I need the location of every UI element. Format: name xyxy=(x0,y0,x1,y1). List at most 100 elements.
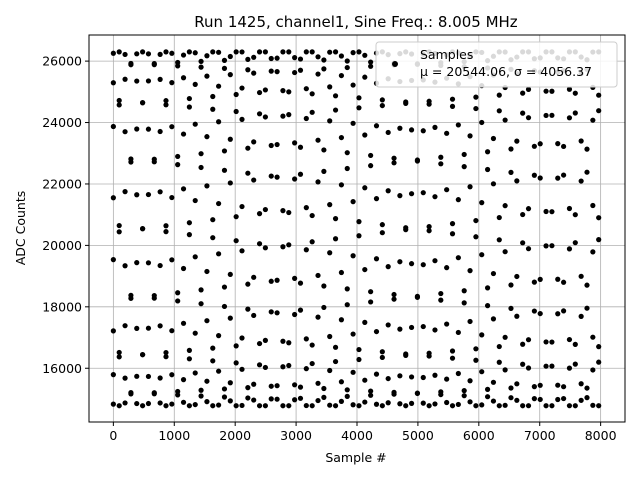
sample-point xyxy=(210,403,216,409)
sample-point xyxy=(198,58,204,64)
sample-point xyxy=(373,371,380,377)
sample-point xyxy=(385,400,391,406)
sample-point xyxy=(467,378,473,384)
sample-point xyxy=(508,395,514,401)
sample-point xyxy=(520,240,526,246)
sample-point xyxy=(256,211,263,217)
sample-point xyxy=(210,217,216,223)
sample-point xyxy=(180,265,187,272)
sample-point xyxy=(204,399,210,405)
sample-point xyxy=(210,345,216,351)
x-tick-label: 0 xyxy=(109,428,117,443)
sample-point xyxy=(332,358,339,365)
sample-point xyxy=(227,72,233,78)
sample-point xyxy=(338,53,345,59)
sample-point xyxy=(262,206,268,213)
sample-point xyxy=(350,50,356,56)
sample-point xyxy=(473,403,479,409)
sample-point xyxy=(216,200,222,207)
legend: Samples μ = 20544.06, σ = 4056.37 xyxy=(375,41,618,88)
sample-point xyxy=(561,279,567,285)
sample-point xyxy=(169,124,175,130)
sample-point xyxy=(537,276,543,282)
sample-point xyxy=(584,395,590,401)
sample-point xyxy=(502,203,508,209)
sample-point xyxy=(444,376,450,382)
legend-box xyxy=(375,41,618,88)
sample-point xyxy=(262,337,268,343)
sample-point xyxy=(502,249,508,255)
sample-point xyxy=(484,285,491,291)
sample-point xyxy=(163,49,169,55)
sample-point xyxy=(140,351,146,358)
sample-point xyxy=(584,146,590,152)
sample-point xyxy=(157,323,163,329)
sample-point xyxy=(221,303,228,310)
sample-point xyxy=(297,280,304,286)
sample-point xyxy=(192,254,198,260)
sample-point xyxy=(210,358,216,364)
sample-point xyxy=(520,211,526,218)
sample-point xyxy=(379,97,385,103)
sample-point xyxy=(245,67,251,73)
sample-point xyxy=(256,89,263,96)
sample-point xyxy=(192,401,198,408)
sample-point xyxy=(233,403,239,409)
x-tick-label: 8000 xyxy=(585,428,617,443)
x-axis-ticks: 0 1000 2000 3000 4000 5000 6000 7000 8000 xyxy=(109,422,617,443)
sample-point xyxy=(321,57,327,63)
sample-point xyxy=(262,245,268,251)
sample-point xyxy=(151,295,157,301)
sample-point xyxy=(525,365,532,371)
sample-point xyxy=(145,400,152,407)
sample-point xyxy=(385,322,391,328)
sample-point xyxy=(403,351,409,357)
sample-point xyxy=(245,385,251,391)
sample-point xyxy=(350,402,356,408)
sample-point xyxy=(157,400,163,406)
sample-point xyxy=(175,153,181,160)
sample-point xyxy=(145,78,152,84)
sample-point xyxy=(192,121,198,127)
sample-point xyxy=(134,373,140,379)
sample-point xyxy=(368,163,374,169)
sample-point xyxy=(391,389,397,395)
sample-point xyxy=(315,380,321,386)
sample-point xyxy=(543,403,549,409)
sample-point xyxy=(216,251,222,257)
sample-point xyxy=(274,55,280,61)
sample-point xyxy=(198,393,204,399)
sample-point xyxy=(315,314,321,320)
sample-point xyxy=(379,349,385,355)
sample-point xyxy=(596,108,602,114)
y-tick-label: 18000 xyxy=(42,299,82,314)
sample-point xyxy=(286,112,292,118)
sample-point xyxy=(268,383,274,389)
sample-point xyxy=(438,161,444,167)
sample-point xyxy=(297,395,304,401)
sample-point xyxy=(502,402,508,408)
sample-point xyxy=(327,333,333,340)
sample-point xyxy=(566,86,573,92)
sample-point xyxy=(192,81,198,87)
sample-point xyxy=(590,202,596,209)
sample-point xyxy=(391,160,397,166)
sample-point xyxy=(344,393,350,399)
sample-point xyxy=(239,116,245,122)
sample-point xyxy=(531,384,537,390)
sample-point xyxy=(338,269,345,276)
sample-point xyxy=(438,154,444,160)
y-tick-label: 16000 xyxy=(42,361,82,376)
sample-point xyxy=(233,108,239,115)
sample-point xyxy=(584,385,590,391)
sample-point xyxy=(444,130,450,136)
sample-point xyxy=(473,346,479,352)
sample-point xyxy=(262,49,268,55)
sample-point xyxy=(239,366,245,372)
sample-point xyxy=(274,310,280,316)
sample-point xyxy=(414,294,421,300)
x-tick-label: 4000 xyxy=(341,428,373,443)
sample-point xyxy=(268,173,274,179)
sample-point xyxy=(239,248,245,254)
sample-point xyxy=(169,257,175,263)
